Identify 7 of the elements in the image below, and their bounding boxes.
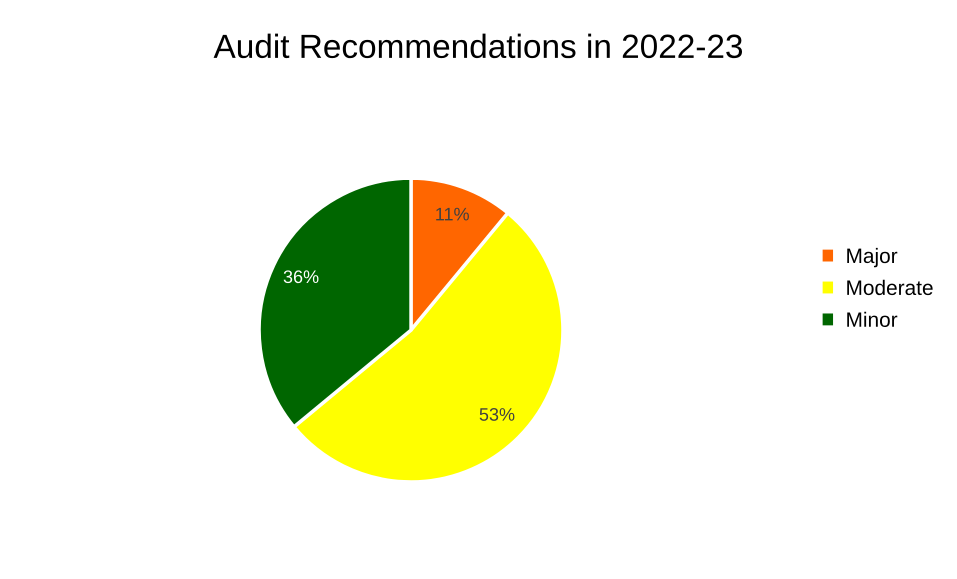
legend-label: Major — [847, 248, 898, 268]
data-label: 53% — [480, 408, 514, 421]
data-label: 11% — [436, 208, 469, 220]
data-label: 36% — [284, 270, 318, 284]
legend-label: Minor — [847, 312, 898, 328]
legend-label: Moderate — [847, 280, 933, 296]
chart-title: Audit Recommendations in 2022-23 — [214, 34, 742, 58]
